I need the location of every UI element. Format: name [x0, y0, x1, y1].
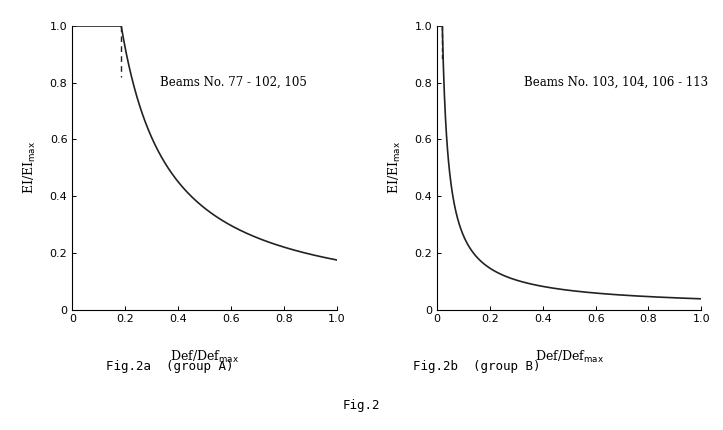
Text: Fig.2: Fig.2	[343, 399, 380, 412]
Text: Def/Def$_{\rm max}$: Def/Def$_{\rm max}$	[534, 349, 604, 366]
Text: EI/EI$_{\rm max}$: EI/EI$_{\rm max}$	[387, 141, 403, 194]
Text: Beams No. 103, 104, 106 - 113: Beams No. 103, 104, 106 - 113	[524, 76, 709, 89]
Text: Fig.2b  (group B): Fig.2b (group B)	[414, 360, 541, 373]
Text: Beams No. 77 - 102, 105: Beams No. 77 - 102, 105	[160, 76, 307, 89]
Text: Def/Def$_{\rm max}$: Def/Def$_{\rm max}$	[170, 349, 239, 366]
Text: EI/EI$_{\rm max}$: EI/EI$_{\rm max}$	[22, 141, 38, 194]
Text: Fig.2a  (group A): Fig.2a (group A)	[106, 360, 234, 373]
